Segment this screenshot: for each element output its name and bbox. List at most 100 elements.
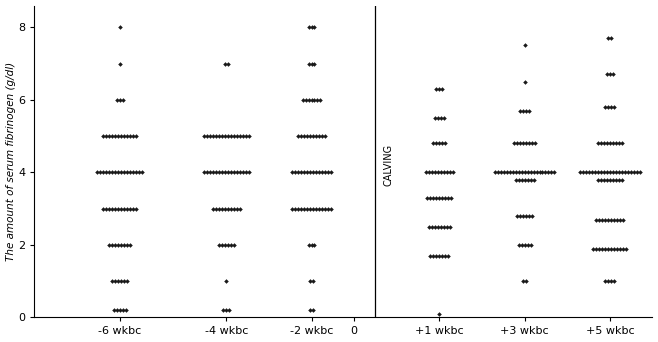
Point bbox=[214, 206, 224, 211]
Point bbox=[293, 170, 303, 175]
Point bbox=[511, 170, 521, 175]
Point bbox=[314, 170, 324, 175]
Point bbox=[116, 170, 126, 175]
Point bbox=[605, 170, 615, 175]
Point bbox=[109, 307, 119, 313]
Point bbox=[617, 170, 627, 175]
Point bbox=[611, 141, 621, 146]
Point bbox=[110, 242, 120, 248]
Point bbox=[322, 170, 333, 175]
Point bbox=[439, 115, 449, 121]
Point bbox=[104, 170, 114, 175]
Point bbox=[597, 246, 607, 251]
Point bbox=[618, 217, 628, 222]
Point bbox=[527, 213, 538, 219]
Point bbox=[98, 206, 109, 211]
Point bbox=[95, 170, 105, 175]
Point bbox=[605, 141, 615, 146]
Point bbox=[525, 177, 536, 182]
Point bbox=[113, 206, 124, 211]
Point bbox=[122, 278, 132, 284]
Point bbox=[300, 97, 311, 103]
Point bbox=[518, 278, 528, 284]
Point bbox=[220, 170, 230, 175]
Point bbox=[222, 61, 233, 66]
Point bbox=[287, 170, 297, 175]
Point bbox=[517, 170, 527, 175]
Point bbox=[591, 217, 601, 222]
Point bbox=[603, 36, 614, 41]
Point bbox=[114, 61, 125, 66]
Point bbox=[595, 170, 606, 175]
Point bbox=[613, 141, 624, 146]
Point bbox=[311, 133, 321, 139]
Point bbox=[311, 206, 321, 211]
Point bbox=[125, 206, 136, 211]
Point bbox=[207, 206, 218, 211]
Point bbox=[632, 170, 642, 175]
Point bbox=[606, 36, 617, 41]
Point bbox=[609, 278, 620, 284]
Point bbox=[125, 242, 136, 248]
Point bbox=[513, 177, 524, 182]
Point bbox=[119, 206, 130, 211]
Point bbox=[309, 25, 320, 30]
Point bbox=[101, 170, 112, 175]
Point bbox=[509, 141, 519, 146]
Point bbox=[234, 133, 245, 139]
Point bbox=[232, 133, 242, 139]
Point bbox=[546, 170, 557, 175]
Point bbox=[111, 307, 122, 313]
Point bbox=[519, 170, 530, 175]
Point bbox=[439, 224, 449, 229]
Point bbox=[131, 170, 141, 175]
Point bbox=[221, 307, 232, 313]
Point bbox=[521, 141, 532, 146]
Point bbox=[432, 170, 443, 175]
Point bbox=[522, 170, 533, 175]
Point bbox=[315, 97, 326, 103]
Point bbox=[107, 206, 118, 211]
Point bbox=[296, 206, 307, 211]
Point bbox=[309, 97, 320, 103]
Point bbox=[119, 278, 130, 284]
Point bbox=[517, 242, 527, 248]
Point bbox=[609, 217, 620, 222]
Point bbox=[216, 170, 227, 175]
Point bbox=[110, 206, 120, 211]
Point bbox=[232, 170, 242, 175]
Point bbox=[303, 61, 314, 66]
Point bbox=[490, 170, 500, 175]
Point bbox=[305, 307, 315, 313]
Point bbox=[615, 246, 626, 251]
Point bbox=[521, 278, 532, 284]
Point bbox=[434, 195, 445, 200]
Point bbox=[434, 86, 445, 92]
Point bbox=[603, 217, 614, 222]
Point bbox=[122, 206, 132, 211]
Point bbox=[511, 177, 521, 182]
Point bbox=[240, 133, 251, 139]
Point bbox=[92, 170, 103, 175]
Point bbox=[613, 170, 624, 175]
Point bbox=[600, 104, 611, 110]
Point bbox=[428, 253, 439, 259]
Point bbox=[519, 177, 530, 182]
Point bbox=[228, 133, 239, 139]
Point bbox=[524, 108, 534, 114]
Point bbox=[222, 133, 233, 139]
Point bbox=[519, 79, 530, 84]
Point bbox=[524, 141, 534, 146]
Point bbox=[98, 170, 109, 175]
Point bbox=[512, 213, 522, 219]
Point bbox=[443, 195, 453, 200]
Point bbox=[131, 133, 141, 139]
Point bbox=[293, 206, 303, 211]
Point bbox=[211, 170, 221, 175]
Point bbox=[228, 206, 239, 211]
Point bbox=[426, 170, 437, 175]
Point bbox=[534, 170, 545, 175]
Point bbox=[521, 213, 532, 219]
Point bbox=[425, 253, 436, 259]
Point bbox=[311, 170, 321, 175]
